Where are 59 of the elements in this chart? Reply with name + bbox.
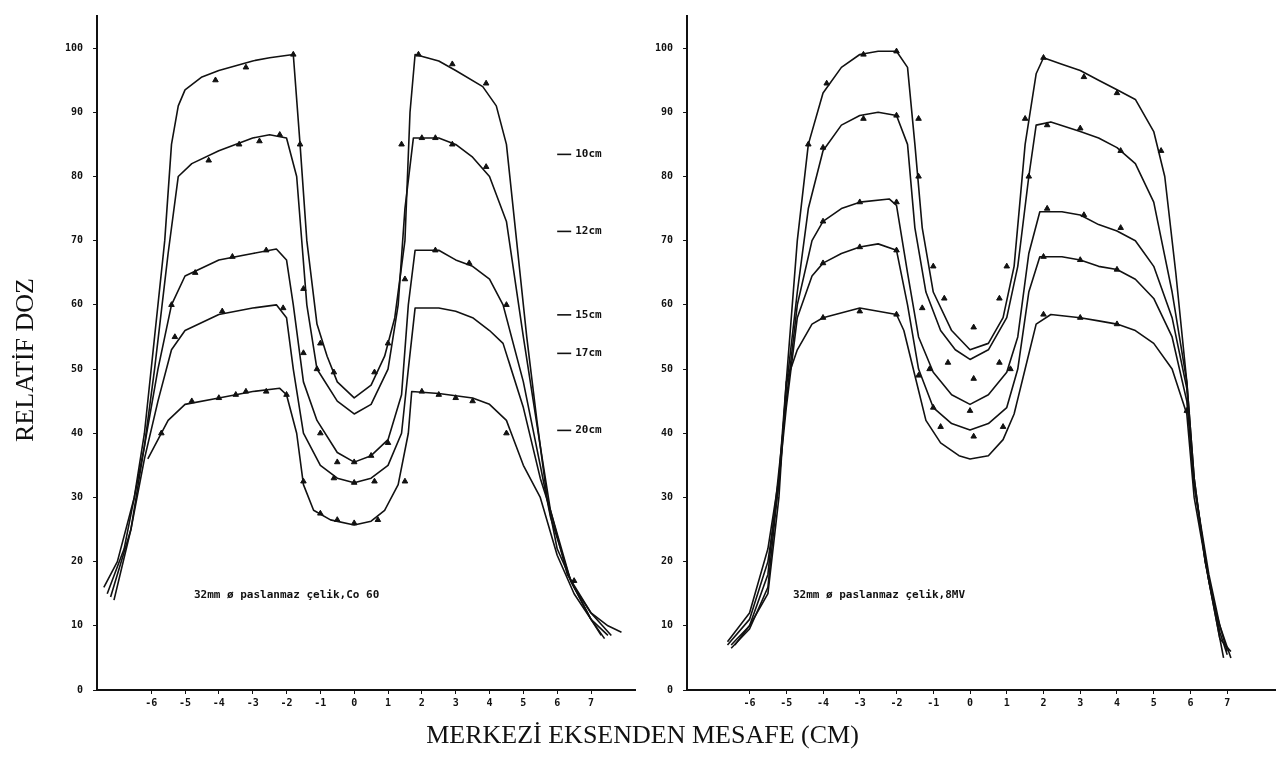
y-tick-label: 50 — [71, 362, 84, 374]
y-tick-label: 50 — [661, 362, 674, 374]
y-tick-label: 80 — [71, 170, 84, 182]
x-tick-label: -5 — [179, 696, 192, 708]
y-tick-label: 60 — [71, 298, 84, 310]
y-tick-label: 30 — [661, 491, 674, 503]
y-tick-label: 40 — [71, 426, 84, 438]
x-axis-title: MERKEZİ EKSENDEN MESAFE (CM) — [425, 720, 860, 750]
legend-label: 17cm — [575, 346, 603, 360]
x-tick-label: -3 — [853, 696, 866, 708]
x-tick-label: -6 — [743, 696, 756, 708]
y-tick-label: 10 — [71, 619, 84, 631]
y-tick-label: 70 — [661, 234, 674, 246]
y-tick-label: 0 — [77, 683, 84, 695]
y-tick-label: 60 — [661, 298, 674, 310]
y-tick-label: 20 — [661, 555, 674, 567]
x-tick-label: -2 — [280, 696, 293, 708]
x-tick-label: 2 — [418, 696, 425, 708]
x-tick-label: -5 — [780, 696, 793, 708]
y-tick-label: 70 — [71, 234, 84, 246]
legend-label: 12cm — [575, 224, 603, 238]
y-tick-label: 100 — [65, 41, 84, 53]
x-tick-label: 6 — [554, 696, 561, 708]
annotation: 32mm ø paslanmaz çelik,Co 60 — [193, 588, 380, 602]
legend-label: 20cm — [575, 423, 603, 437]
x-tick-label: 5 — [520, 696, 527, 708]
y-tick-label: 90 — [661, 105, 674, 117]
x-tick-label: 5 — [1150, 696, 1157, 708]
y-tick-label: 30 — [71, 491, 84, 503]
x-tick-label: -2 — [890, 696, 903, 708]
y-tick-label: 20 — [71, 555, 84, 567]
x-tick-label: 2 — [1040, 696, 1047, 708]
x-tick-label: 3 — [1077, 696, 1084, 708]
x-tick-label: 7 — [1224, 696, 1231, 708]
x-tick-label: 4 — [486, 696, 493, 708]
x-tick-label: 0 — [351, 696, 358, 708]
y-tick-label: 40 — [661, 426, 674, 438]
y-axis-title: RELATİF DOZ — [10, 278, 40, 442]
x-tick-label: 1 — [385, 696, 392, 708]
x-tick-label: -4 — [817, 696, 830, 708]
x-tick-label: -6 — [145, 696, 158, 708]
y-tick-label: 100 — [655, 41, 674, 53]
y-tick-label: 80 — [661, 170, 674, 182]
legend-label: 15cm — [575, 307, 603, 321]
x-tick-label: -1 — [314, 696, 327, 708]
x-tick-label: 6 — [1187, 696, 1194, 708]
y-tick-label: 10 — [661, 619, 674, 631]
x-tick-label: -4 — [212, 696, 225, 708]
annotation: 32mm ø paslanmaz çelik,8MV — [792, 588, 966, 602]
legend-label: 10cm — [575, 147, 603, 161]
x-tick-label: 7 — [588, 696, 595, 708]
x-tick-label: 1 — [1003, 696, 1010, 708]
x-tick-label: 0 — [966, 696, 974, 708]
y-tick-label: 90 — [71, 105, 84, 117]
x-tick-label: 4 — [1113, 696, 1121, 708]
x-tick-label: -1 — [927, 696, 940, 708]
x-tick-label: -3 — [246, 696, 259, 708]
y-tick-label: 0 — [667, 683, 674, 695]
x-tick-label: 3 — [452, 696, 459, 708]
